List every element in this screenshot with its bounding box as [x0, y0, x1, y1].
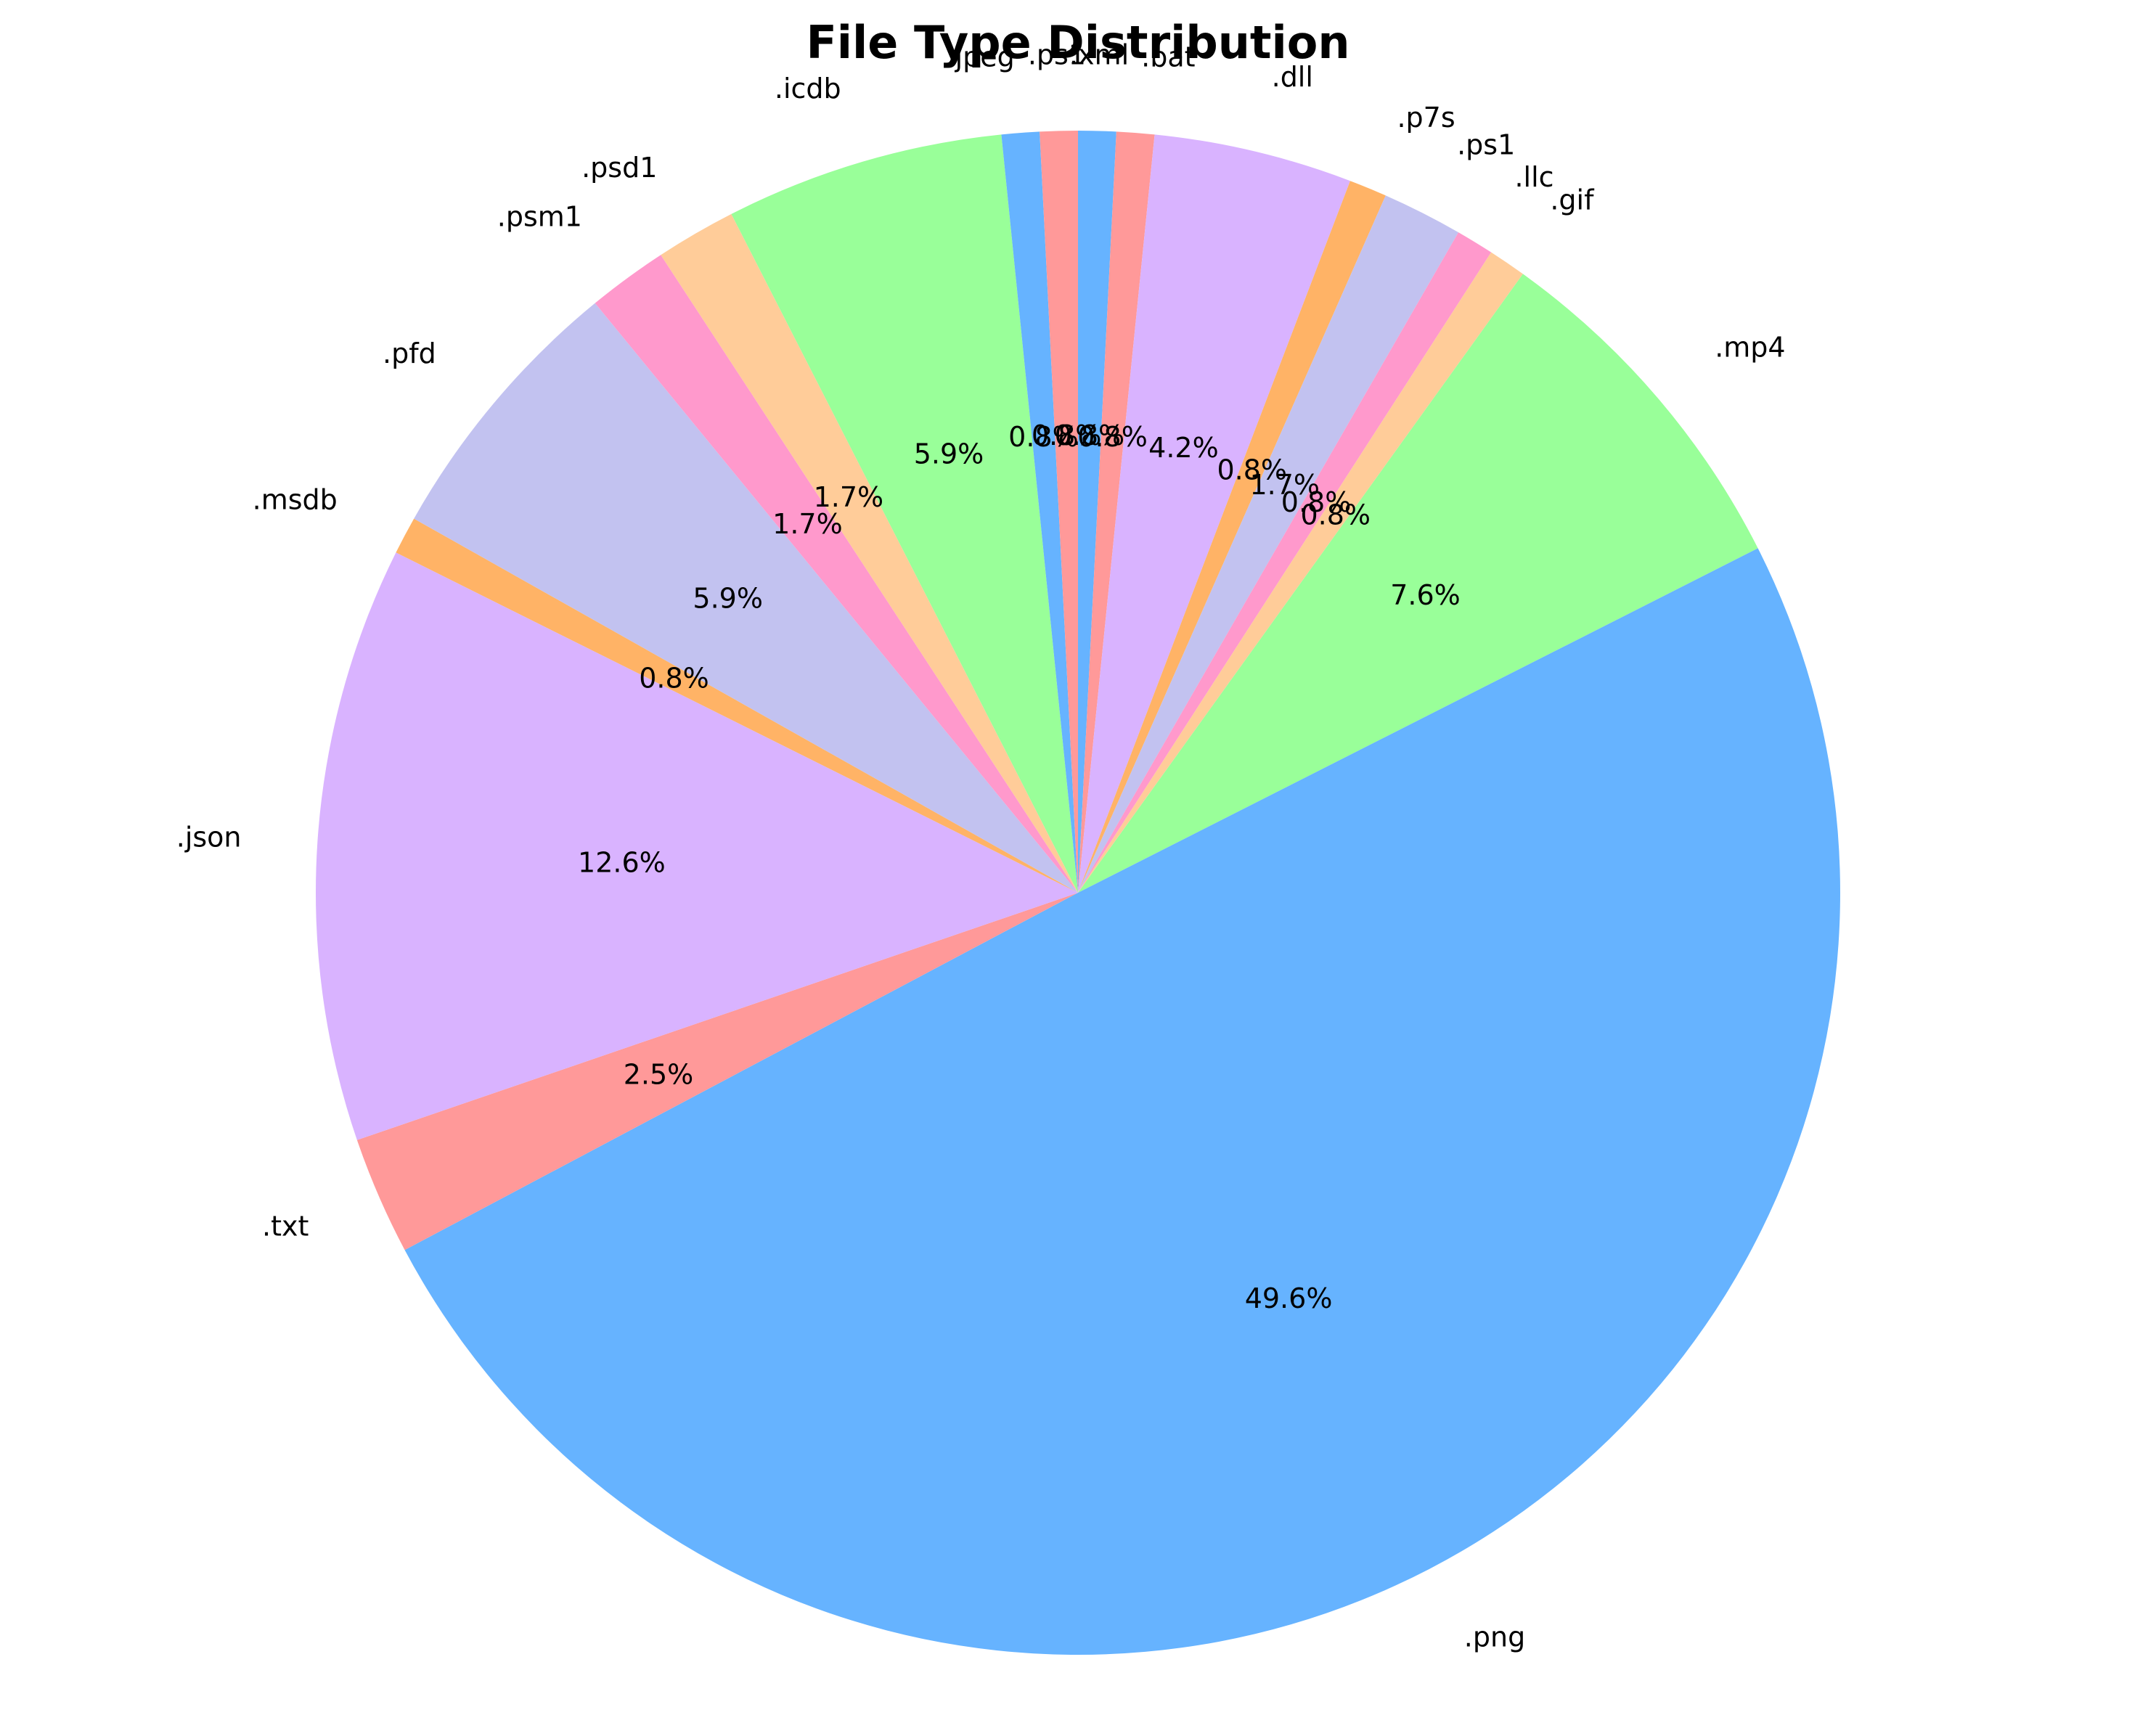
slice-percentage-label: 7.6%: [1390, 579, 1461, 611]
slice-percentage-label: 1.7%: [772, 508, 843, 540]
slice-percentage-label: 1.7%: [1250, 469, 1320, 501]
slice-percentage-label: 5.9%: [693, 583, 763, 615]
slice-category-label: .p7s: [1397, 102, 1455, 134]
pie-slice: [414, 303, 1078, 893]
pie-slice: [1078, 131, 1116, 893]
slice-percentage-label: 5.9%: [914, 438, 984, 470]
pie-slice: [1078, 195, 1459, 893]
slice-percentage-label: 0.8%: [1008, 421, 1079, 453]
pie-slice: [404, 548, 1840, 1655]
pie-slice: [1078, 131, 1155, 893]
slice-percentage-label: 0.8%: [1217, 454, 1287, 486]
pie-slice: [356, 893, 1078, 1251]
slice-category-label: .gif: [1550, 184, 1595, 216]
pie-slice: [1078, 274, 1758, 893]
pie-slice: [316, 552, 1079, 1140]
chart-title: File Type Distribution: [806, 16, 1349, 69]
slice-category-label: .msdb: [253, 484, 338, 516]
slice-category-label: .json: [176, 822, 242, 854]
slice-category-label: .txt: [262, 1211, 309, 1243]
slice-percentage-label: 0.8%: [1032, 420, 1102, 451]
pie-slice: [1001, 131, 1078, 893]
slice-category-label: .psm1: [497, 201, 582, 233]
pie-slice: [1078, 232, 1492, 893]
slice-percentage-label: 1.7%: [814, 481, 884, 513]
slice-percentage-label: 0.8%: [1300, 499, 1371, 531]
slice-percentage-label: 0.8%: [1055, 420, 1125, 451]
pie-slice: [1040, 131, 1078, 893]
slice-percentage-label: 0.8%: [1077, 421, 1148, 453]
slice-category-label: .icdb: [775, 73, 841, 105]
slice-category-label: .ps1: [1457, 129, 1515, 161]
slice-percentage-label: 2.5%: [624, 1059, 694, 1091]
pie-slice: [1078, 181, 1386, 893]
slice-category-label: .dll: [1272, 61, 1313, 93]
pie-slice: [1078, 134, 1350, 893]
category-labels: .xml .bat.dll.p7s.ps1.llc.gif.mp4.png.txt…: [176, 38, 1786, 1653]
slice-category-label: .jpeg: [947, 41, 1015, 73]
slice-percentage-label: 49.6%: [1245, 1282, 1333, 1314]
slice-category-label: .png: [1464, 1621, 1525, 1653]
slice-percentage-label: 0.8%: [639, 663, 709, 695]
pie-slice: [731, 134, 1078, 893]
slice-category-label: .ps1: [1028, 38, 1086, 70]
pie-slice: [595, 255, 1078, 893]
slice-percentage-label: 0.8%: [1281, 486, 1352, 518]
slice-percentage-label: 12.6%: [578, 846, 666, 878]
pie-slice: [661, 213, 1078, 893]
pie-slice: [1078, 252, 1523, 893]
pie-slice: [396, 518, 1078, 893]
slice-category-label: .psd1: [581, 152, 657, 184]
slice-category-label: .llc: [1514, 161, 1553, 193]
pie-slices: [316, 131, 1840, 1655]
slice-category-label: .mp4: [1715, 332, 1785, 364]
slice-category-label: .xml: [1069, 38, 1129, 70]
slice-percentage-label: 4.2%: [1148, 432, 1219, 464]
slice-category-label: .bat: [1141, 41, 1195, 73]
percentage-labels: 0.8%0.8% 4.2%0.8%1.7%0.8%0.8%7.6%49.6%2.5…: [578, 420, 1461, 1314]
slice-category-label: .pfd: [383, 337, 436, 369]
